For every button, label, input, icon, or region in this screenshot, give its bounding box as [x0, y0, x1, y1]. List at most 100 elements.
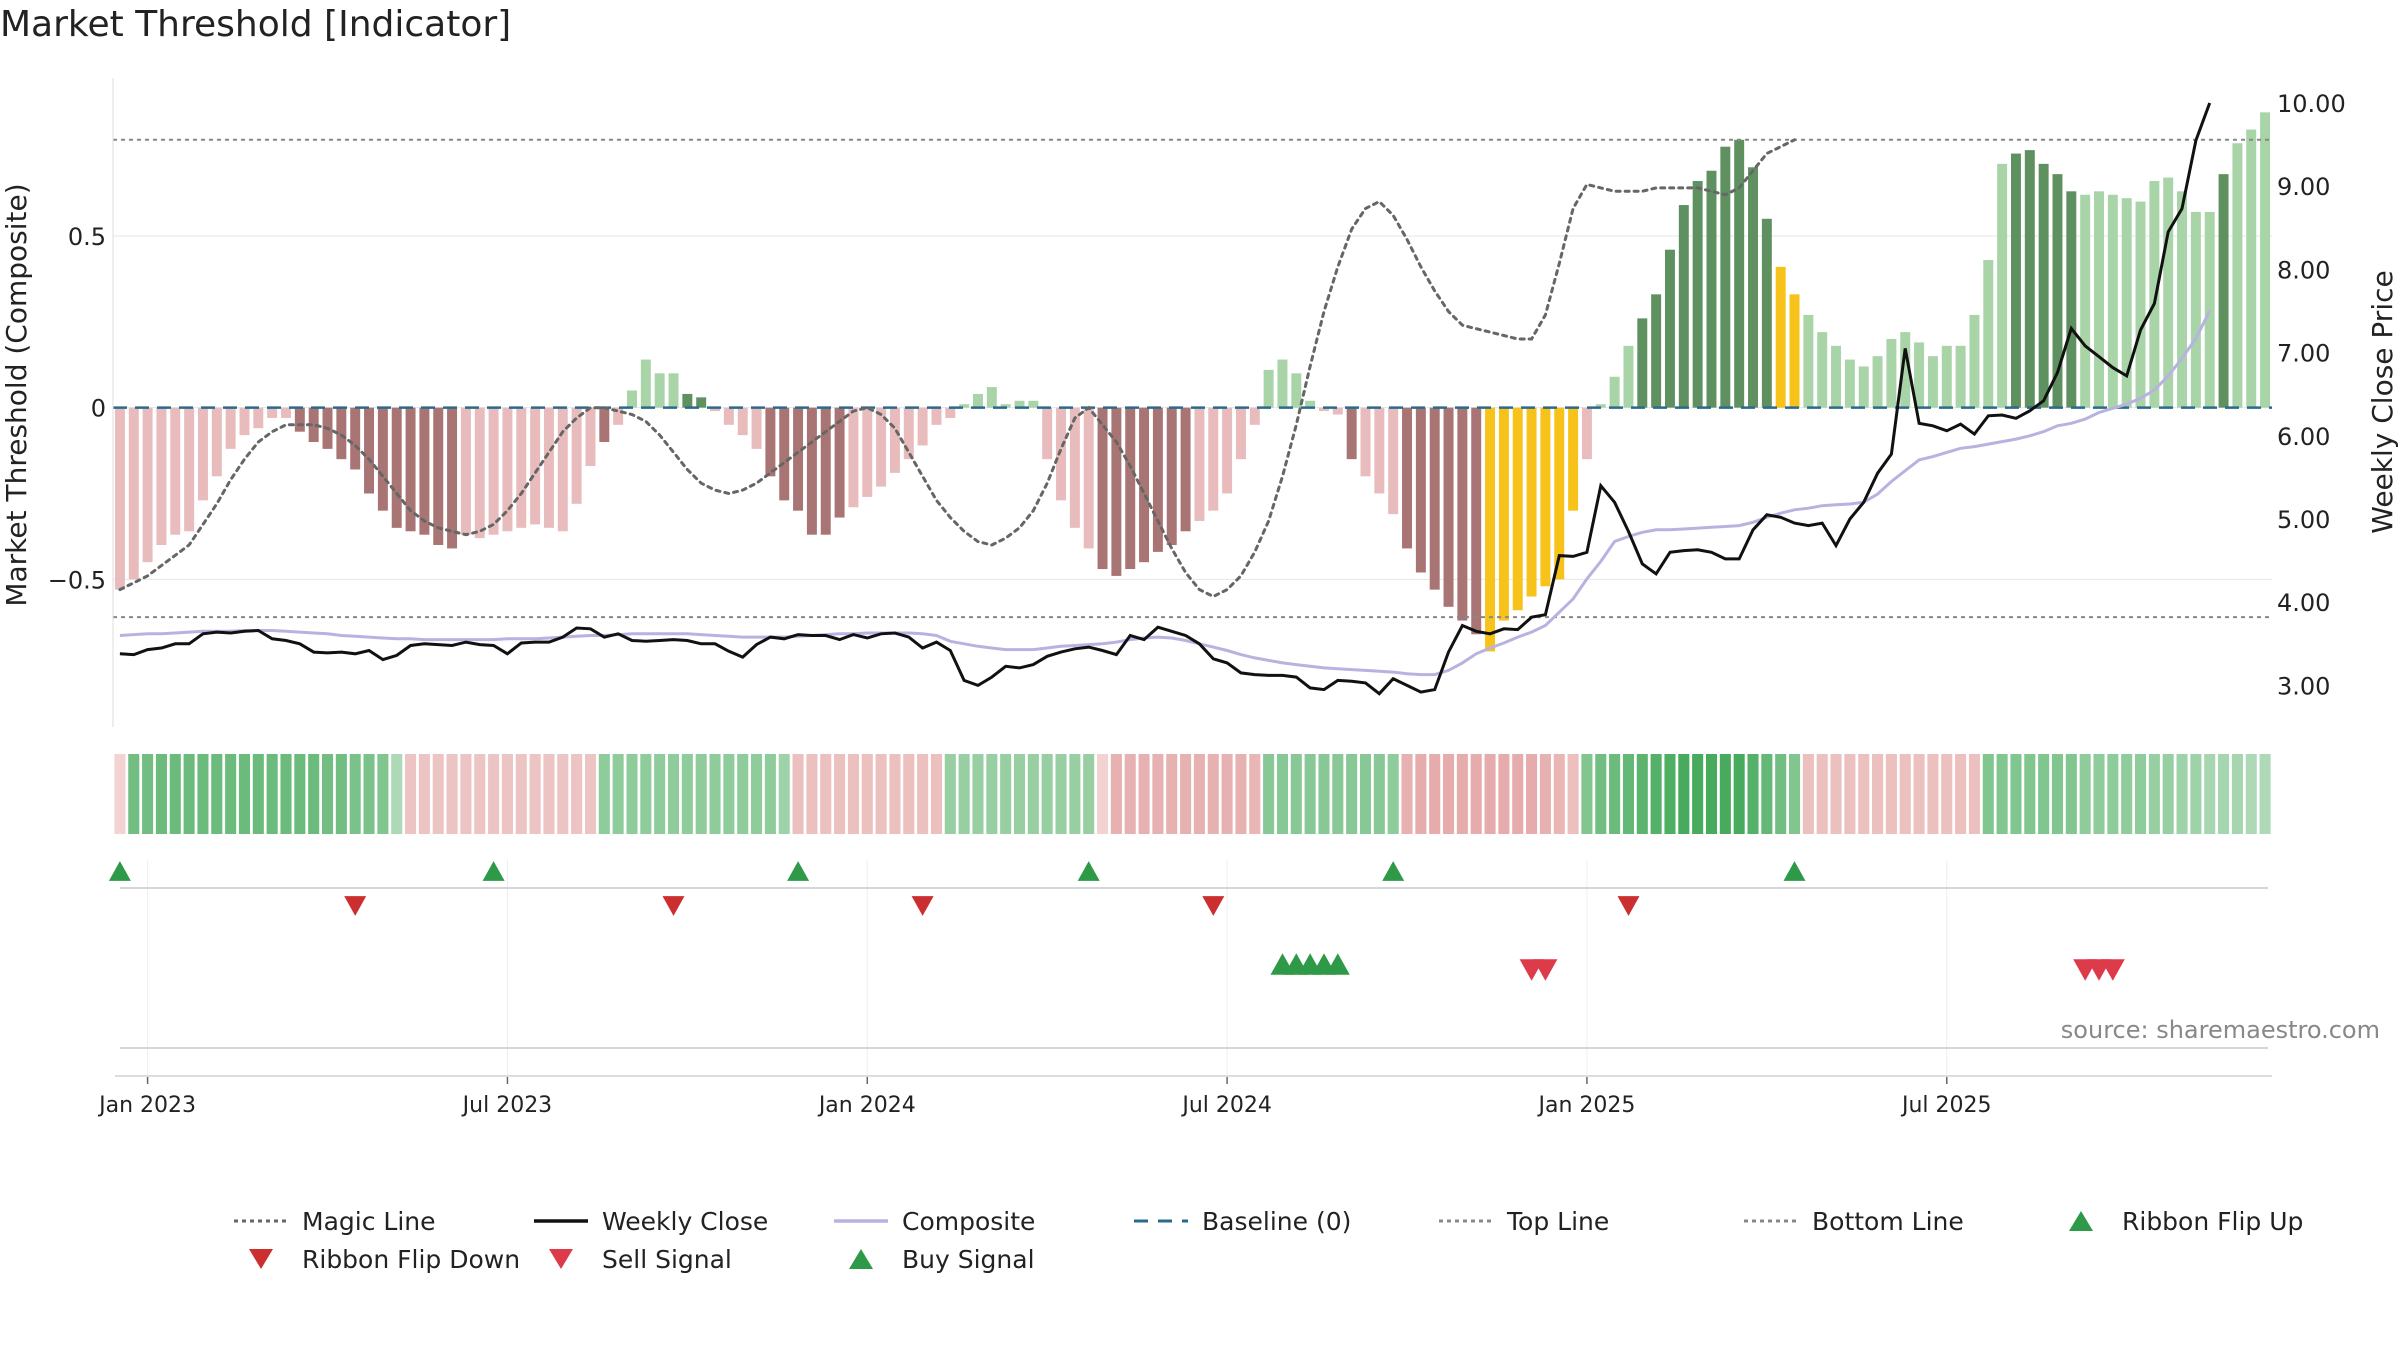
composite-bar — [267, 407, 278, 418]
ribbon-cell — [1304, 754, 1316, 834]
legend-label: Ribbon Flip Down — [302, 1244, 521, 1274]
ribbon-cell — [2190, 754, 2202, 834]
y-left-tick-label: −0.5 — [48, 566, 106, 594]
ribbon-cell — [1609, 754, 1621, 834]
composite-bar — [2190, 211, 2201, 408]
composite-bar — [2135, 201, 2146, 408]
composite-bar — [613, 407, 624, 425]
ribbon-cell — [363, 754, 375, 834]
ribbon-cell — [1083, 754, 1095, 834]
composite-bar — [1318, 407, 1329, 412]
ribbon-flip-down-marker — [911, 896, 934, 916]
ribbon-cell — [2121, 754, 2133, 834]
composite-bar — [1139, 407, 1150, 563]
composite-bar — [530, 407, 541, 525]
ribbon-cell — [2010, 754, 2022, 834]
ribbon-cell — [238, 754, 251, 834]
ribbon-cell — [1498, 754, 1510, 834]
composite-bar — [723, 407, 734, 425]
ribbon-cell — [266, 754, 278, 834]
ribbon-cell — [418, 754, 430, 834]
composite-bar — [2163, 177, 2174, 408]
y-right-tick-label: 3.00 — [2277, 672, 2330, 700]
composite-bar — [1720, 146, 1731, 408]
ribbon-cell — [405, 754, 417, 834]
ribbon-cell — [432, 754, 444, 834]
composite-bar — [959, 404, 970, 408]
ribbon-cell — [944, 754, 956, 834]
composite-bar — [668, 373, 679, 408]
ribbon-cell — [2259, 754, 2271, 834]
legend-swatch-shape — [2069, 1211, 2093, 1231]
composite-bar — [1180, 407, 1191, 532]
ribbon-cell — [986, 754, 998, 834]
composite-bar — [1056, 407, 1067, 501]
composite-bar — [820, 407, 831, 535]
ribbon-cell — [972, 754, 984, 834]
ribbon-cell — [2231, 754, 2243, 834]
ribbon-cell — [2079, 754, 2091, 834]
composite-bar — [1637, 318, 1648, 408]
ribbon-cell — [1512, 754, 1524, 834]
composite-bar — [1927, 356, 1938, 408]
ribbon-cell — [737, 754, 749, 834]
composite-bar — [903, 407, 914, 460]
x-tick-label: Jan 2024 — [817, 1093, 916, 1118]
legend-item: Ribbon Flip Down — [230, 1244, 520, 1274]
composite-bar — [751, 407, 762, 449]
ribbon-cell — [1955, 754, 1967, 834]
composite-bar — [2218, 174, 2229, 408]
ribbon-cell — [1110, 754, 1122, 834]
composite-bar — [917, 407, 928, 446]
composite-bar — [1983, 259, 1994, 408]
ribbon-cell — [695, 754, 707, 834]
composite-bar — [1249, 407, 1260, 425]
ribbon-cell — [1982, 754, 1994, 834]
dotted-line-icon — [234, 1219, 288, 1223]
ribbon-cell — [571, 754, 583, 834]
composite-bar — [281, 407, 291, 418]
signal-markers — [108, 861, 2125, 981]
ribbon-cell — [1885, 754, 1897, 834]
ribbon-cell — [723, 754, 735, 834]
y-left-tick-label: 0.5 — [68, 223, 106, 251]
ribbon-cell — [709, 754, 721, 834]
composite-bar — [1388, 407, 1399, 515]
composite-bar — [1166, 407, 1177, 546]
composite-bar — [2094, 191, 2104, 408]
ribbon-cell — [667, 754, 680, 834]
solid-line-icon — [534, 1219, 588, 1223]
composite-bar — [1125, 407, 1136, 570]
ribbon-cell — [1470, 754, 1482, 834]
ribbon-cell — [1858, 754, 1870, 834]
ribbon-cell — [958, 754, 970, 834]
ribbon-cell — [1000, 754, 1012, 834]
composite-bar — [1748, 167, 1758, 408]
composite-bar — [1111, 407, 1122, 576]
magic-line — [118, 138, 1796, 599]
composite-bar — [1761, 218, 1772, 408]
ribbon-cell — [1553, 754, 1565, 834]
ribbon-cell — [834, 754, 846, 834]
composite-bar — [1457, 407, 1468, 621]
ribbon-cell — [1761, 754, 1773, 834]
composite-bar — [1997, 163, 2008, 408]
ribbon-cell — [1747, 754, 1759, 834]
ribbon-cell — [2218, 754, 2230, 834]
ribbon-cell — [1456, 754, 1468, 834]
composite-bar — [1941, 345, 1952, 408]
ribbon-cell — [1539, 754, 1551, 834]
ribbon-cell — [1193, 754, 1205, 834]
triangle-down-icon — [549, 1249, 573, 1269]
y-right-tick-label: 9.00 — [2277, 173, 2330, 201]
x-tick-label: Jan 2025 — [1536, 1093, 1635, 1118]
composite-bar — [502, 407, 513, 532]
composite-bar — [1692, 181, 1703, 408]
composite-bar — [391, 407, 402, 528]
ribbon-cell — [211, 754, 223, 834]
ribbon-cell — [446, 754, 458, 834]
ribbon-cell — [1221, 754, 1233, 834]
ribbon-cell — [1055, 754, 1067, 834]
ribbon-cell — [349, 754, 361, 834]
